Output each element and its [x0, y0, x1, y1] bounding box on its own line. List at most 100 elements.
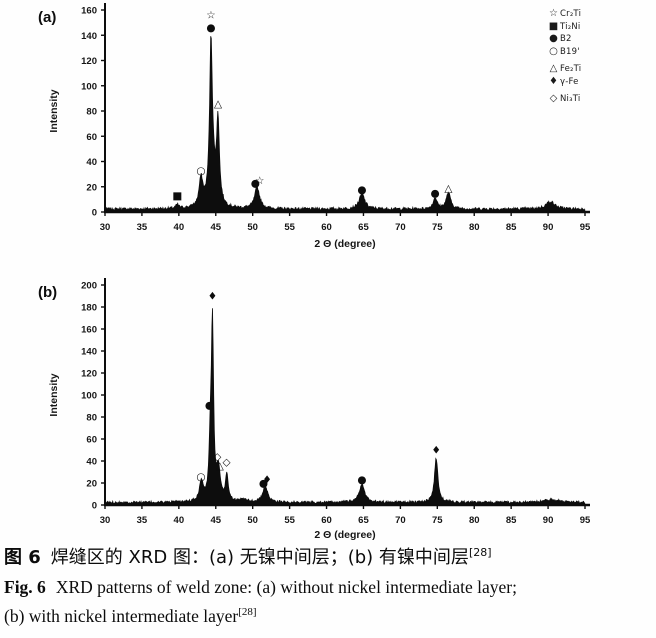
- x-tick-label: 70: [395, 515, 406, 526]
- legend-item: ● B2: [547, 33, 637, 46]
- peak-marker: ●: [357, 474, 366, 486]
- legend-item: ♦ γ-Fe: [547, 76, 637, 89]
- caption-line-english-2: (b) with nickel intermediate layer[28]: [4, 602, 654, 631]
- xrd-panel-b: 0 20 40 60 80 100 120 140 160 180 200 30 35 40 45 50 55 6…: [0, 268, 656, 542]
- peak-marker: ●: [259, 478, 268, 490]
- peak-marker: ◇: [222, 457, 231, 469]
- legend-symbol-icon: ■: [548, 20, 559, 32]
- x-tick-label: 45: [210, 222, 221, 233]
- y-tick-label: 180: [81, 303, 97, 314]
- y-tick-label: 60: [86, 435, 97, 446]
- y-tick-label: 120: [81, 369, 97, 380]
- peak-marker: ●: [205, 399, 214, 411]
- caption-line-english-1: Fig. 6 XRD patterns of weld zone: (a) wit…: [4, 573, 654, 602]
- peak-marker: ●: [431, 188, 440, 200]
- peak-marker: △: [214, 98, 223, 110]
- peak-marker: ♦: [431, 445, 440, 457]
- legend-item: ■ Ti₂Ni: [547, 21, 637, 34]
- x-tick-label: 90: [543, 222, 554, 233]
- caption-label-en: Fig. 6: [4, 577, 46, 597]
- peak-marker: ■: [172, 190, 182, 202]
- x-tick-label: 50: [247, 515, 258, 526]
- legend-symbol-icon: ♦: [549, 75, 558, 87]
- caption-label-zh: 图 6: [4, 547, 41, 568]
- x-tick-label: 45: [210, 515, 221, 526]
- caption-text-en-1: XRD patterns of weld zone: (a) without n…: [55, 577, 517, 597]
- x-tick-label: 85: [506, 515, 517, 526]
- caption-line-chinese: 图 6 焊缝区的 XRD 图：(a) 无镍中间层；(b) 有镍中间层[28]: [4, 543, 654, 573]
- x-tick-label: 75: [432, 515, 443, 526]
- y-tick-label: 160: [81, 6, 97, 17]
- x-tick-label: 75: [432, 222, 443, 233]
- y-axis-title: Intensity: [48, 373, 60, 416]
- x-tick-label: 40: [174, 222, 185, 233]
- caption-text-en-2: (b) with nickel intermediate layer: [4, 606, 239, 626]
- legend-item: △ Fe₂Ti: [547, 63, 637, 76]
- panel-label: (b): [38, 284, 57, 301]
- peak-marker: ●: [251, 177, 260, 189]
- peak-marker: ♦: [262, 474, 271, 486]
- x-tick-label: 30: [100, 515, 111, 526]
- x-tick-label: 55: [284, 222, 295, 233]
- peak-marker: ●: [357, 184, 366, 196]
- x-tick-label: 95: [580, 222, 591, 233]
- y-tick-label: 100: [81, 391, 97, 402]
- figure-caption: 图 6 焊缝区的 XRD 图：(a) 无镍中间层；(b) 有镍中间层[28] Fi…: [4, 543, 654, 631]
- xrd-trace: [104, 308, 586, 506]
- y-tick-label: 20: [86, 479, 97, 490]
- caption-reference-en: [28]: [238, 606, 257, 619]
- legend-symbol-icon: ◇: [549, 93, 558, 104]
- x-tick-label: 70: [395, 222, 406, 233]
- y-tick-label: 0: [92, 208, 97, 219]
- legend-symbol-icon: ○: [549, 45, 558, 57]
- legend-symbol-icon: ☆: [549, 8, 558, 19]
- x-tick-label: 95: [580, 515, 591, 526]
- x-axis-title: 2 Θ (degree): [314, 238, 375, 250]
- x-tick-label: 65: [358, 222, 369, 233]
- peak-marker: △: [216, 460, 225, 472]
- y-tick-label: 160: [81, 325, 97, 336]
- x-tick-label: 35: [137, 222, 148, 233]
- peak-marker: ○: [196, 471, 205, 483]
- legend-label: Ti₂Ni: [560, 21, 581, 32]
- caption-text-zh: 焊缝区的 XRD 图：(a) 无镍中间层；(b) 有镍中间层: [50, 547, 469, 568]
- x-tick-label: 85: [506, 222, 517, 233]
- x-tick-label: 80: [469, 515, 480, 526]
- legend-label: Fe₂Ti: [560, 64, 582, 74]
- x-tick-label: 55: [284, 515, 295, 526]
- legend-label: Ni₃Ti: [560, 94, 581, 104]
- x-tick-label: 50: [247, 222, 258, 233]
- xrd-trace: [104, 36, 586, 213]
- legend-item: ○ B19': [547, 46, 637, 59]
- y-tick-label: 80: [86, 413, 97, 424]
- x-tick-label: 30: [100, 222, 111, 233]
- peak-marker: ◇: [213, 451, 222, 463]
- x-tick-label: 40: [174, 515, 185, 526]
- legend-label: Cr₂Ti: [560, 9, 582, 19]
- y-tick-label: 40: [86, 457, 97, 468]
- y-tick-label: 20: [86, 182, 97, 193]
- y-tick-label: 140: [81, 347, 97, 358]
- x-tick-label: 65: [358, 515, 369, 526]
- xrd-plot-a: 0 20 40 60 80 100 120 140 160 30 35 40 45 50 55 60 65 70 7…: [38, 3, 591, 250]
- y-tick-label: 0: [92, 501, 97, 512]
- y-axis-title: Intensity: [48, 89, 60, 132]
- legend-item: ◇ Ni₃Ti: [547, 93, 637, 106]
- peak-marker: ☆: [255, 175, 264, 187]
- y-tick-label: 120: [81, 56, 97, 67]
- y-tick-label: 200: [81, 281, 97, 292]
- x-tick-label: 60: [321, 515, 332, 526]
- legend-label: B2: [560, 34, 572, 44]
- x-tick-label: 60: [321, 222, 332, 233]
- y-tick-label: 60: [86, 132, 97, 143]
- y-tick-label: 40: [86, 157, 97, 168]
- xrd-plot-b: 0 20 40 60 80 100 120 140 160 180 200 30 35 40 45 50 55 6…: [38, 278, 591, 541]
- legend-symbol-icon: ●: [549, 33, 558, 44]
- x-axis-title: 2 Θ (degree): [314, 529, 375, 541]
- y-tick-label: 80: [86, 107, 97, 118]
- peak-marker: △: [444, 183, 453, 195]
- x-tick-label: 90: [543, 515, 554, 526]
- xrd-panel-a: 0 20 40 60 80 100 120 140 160 30 35 40 45 50 55 60 65 70 7…: [0, 0, 656, 268]
- caption-reference-zh: [28]: [468, 546, 492, 559]
